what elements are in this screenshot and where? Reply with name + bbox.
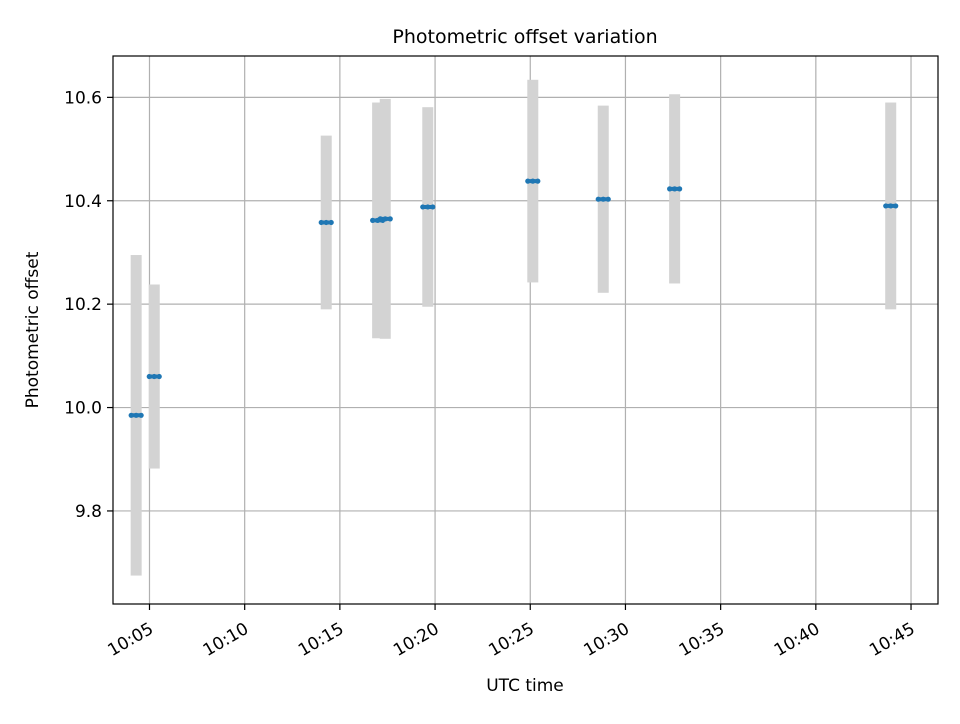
data-point-dot <box>138 412 144 418</box>
data-point-dot <box>425 204 431 210</box>
error-bars <box>130 79 897 576</box>
x-tick-label: 10:25 <box>485 619 537 661</box>
data-point-dot <box>420 204 426 210</box>
data-point-dot <box>318 219 324 226</box>
data-point <box>667 186 683 192</box>
data-point-dot <box>677 186 683 192</box>
plot-area-frame <box>112 55 939 605</box>
data-point-dot <box>146 373 152 380</box>
x-tick-label: 10:35 <box>676 619 728 661</box>
y-tick-label: 10.4 <box>64 192 102 212</box>
data-point <box>595 196 611 202</box>
data-markers <box>128 178 899 418</box>
data-point <box>883 203 899 209</box>
x-tick-label: 10:45 <box>866 619 918 661</box>
data-point-dot <box>525 178 531 184</box>
data-point-dot <box>672 186 678 192</box>
data-point-dot <box>605 196 611 202</box>
data-point-dot <box>883 203 889 209</box>
y-tick-label: 10.6 <box>64 88 102 108</box>
x-axis-label: UTC time <box>486 676 564 696</box>
data-point <box>377 216 393 222</box>
data-point <box>128 412 144 418</box>
chart-title: Photometric offset variation <box>392 26 657 48</box>
data-point-dot <box>530 178 536 184</box>
data-point-dot <box>156 373 162 380</box>
data-point-dot <box>370 217 376 223</box>
y-axis-ticks: 9.8 10.0 10.2 10.4 10.6 <box>64 88 113 522</box>
data-point-dot <box>600 196 606 202</box>
data-point-dot <box>323 219 329 226</box>
data-point-dot <box>128 412 134 418</box>
data-point-dot <box>382 216 388 222</box>
data-point-dot <box>430 204 436 210</box>
y-axis-label: Photometric offset <box>23 251 43 408</box>
data-point-dot <box>133 412 139 418</box>
data-point-dot <box>893 203 899 209</box>
y-tick-label: 10.0 <box>64 399 102 419</box>
data-point-dot <box>151 373 157 380</box>
x-tick-label: 10:40 <box>771 619 823 661</box>
data-point-dot <box>595 196 601 202</box>
x-axis-ticks: 10:05 10:10 10:15 10:20 10:25 10:30 10:35 10:40… <box>105 604 919 661</box>
x-tick-label: 10:20 <box>390 619 442 661</box>
x-tick-label: 10:10 <box>200 619 252 661</box>
data-point-dot <box>328 219 334 226</box>
data-point <box>146 373 162 380</box>
x-tick-label: 10:15 <box>295 619 347 661</box>
grid-lines <box>113 56 938 604</box>
data-point-dot <box>377 216 383 222</box>
y-tick-label: 9.8 <box>75 502 102 522</box>
data-point <box>420 204 436 210</box>
data-point-dot <box>888 203 894 209</box>
data-point-dot <box>535 178 541 184</box>
data-point <box>318 219 334 226</box>
y-tick-label: 10.2 <box>64 295 102 315</box>
x-tick-label: 10:30 <box>581 619 633 661</box>
data-point-dot <box>387 216 393 222</box>
x-tick-label: 10:05 <box>105 619 157 661</box>
data-point-dot <box>667 186 673 192</box>
data-point <box>525 178 541 184</box>
